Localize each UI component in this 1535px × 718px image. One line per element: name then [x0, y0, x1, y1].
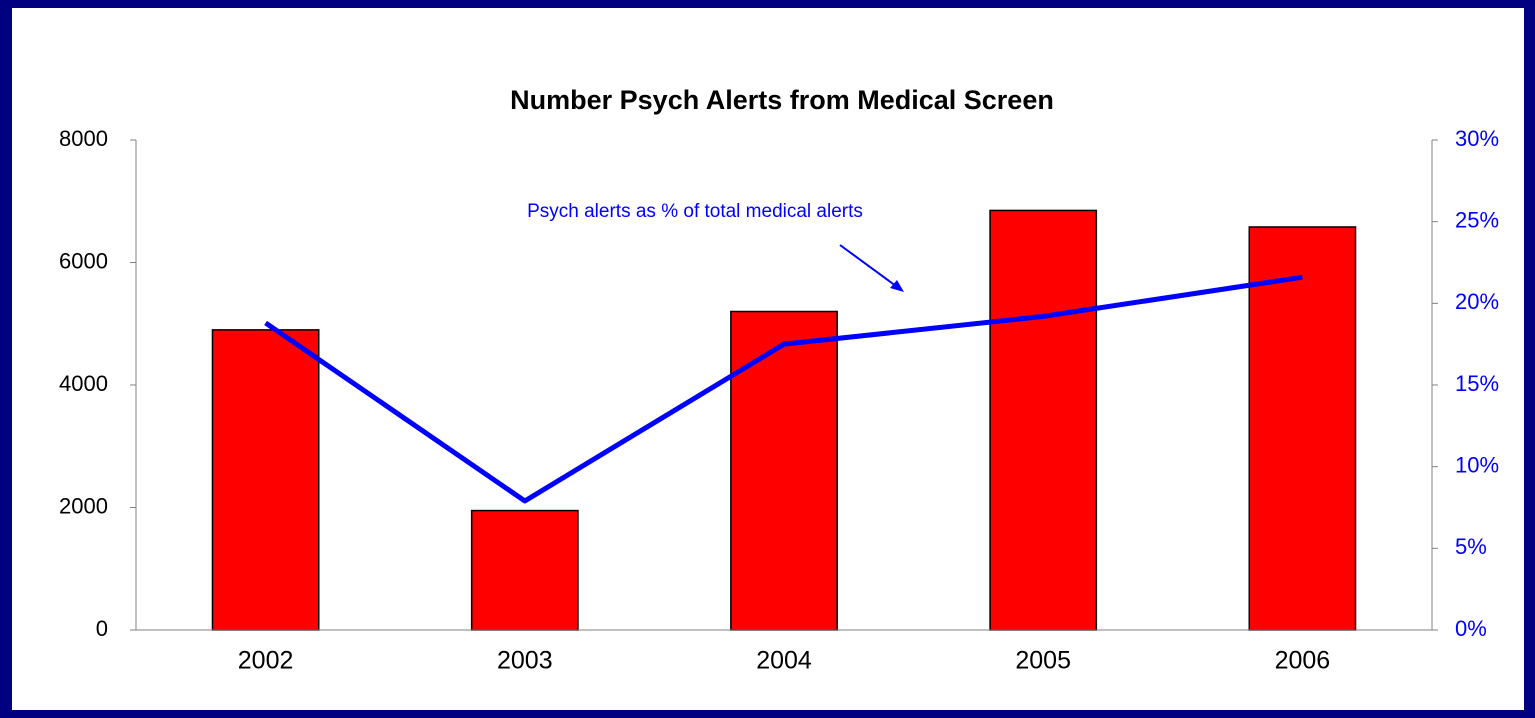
line	[264, 274, 1303, 504]
y-tick-label: 2000	[59, 493, 108, 518]
bar	[1248, 226, 1357, 631]
bar	[470, 509, 579, 631]
y2-tick-label: 0%	[1455, 616, 1487, 641]
y2-tick-label: 15%	[1455, 371, 1499, 396]
x-tick-label: 2003	[497, 647, 553, 675]
y2-tick-label: 5%	[1455, 534, 1487, 559]
bar	[989, 209, 1098, 631]
y-tick-label: 4000	[59, 371, 108, 396]
annotation-arrow	[839, 244, 901, 290]
chart-title: Number Psych Alerts from Medical Screen	[510, 85, 1054, 115]
x-tick-label: 2002	[238, 647, 294, 675]
bar	[211, 329, 320, 631]
x-tick-label: 2004	[756, 647, 812, 675]
y2-tick-label: 30%	[1455, 126, 1499, 151]
y2-tick-label: 10%	[1455, 452, 1499, 477]
annotation-arrowhead	[890, 280, 904, 292]
y2-tick-label: 20%	[1455, 289, 1499, 314]
x-tick-label: 2005	[1015, 647, 1071, 675]
bar	[730, 310, 838, 631]
y-tick-label: 0	[96, 616, 108, 641]
annotation: Psych alerts as % of total medical alert…	[527, 201, 863, 222]
y-tick-label: 6000	[59, 248, 108, 273]
y2-tick-label: 25%	[1455, 207, 1499, 232]
x-tick-label: 2006	[1275, 647, 1331, 675]
y-tick-label: 8000	[59, 126, 108, 151]
